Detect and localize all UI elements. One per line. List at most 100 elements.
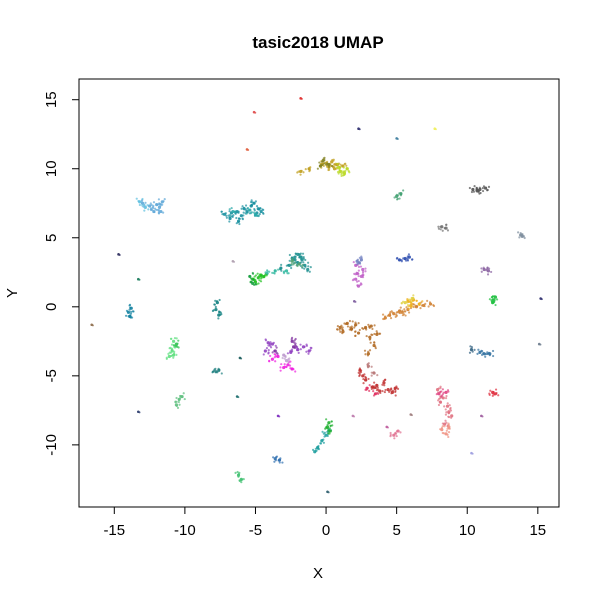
x-axis: -15 -10 -5 0 5 10 15: [103, 506, 546, 539]
scatter-point: [396, 197, 399, 200]
scatter-point: [177, 346, 180, 349]
scatter-point: [354, 324, 357, 327]
scatter-point: [289, 367, 292, 370]
scatter-point: [217, 317, 220, 320]
scatter-point: [281, 461, 284, 464]
scatter-point: [398, 197, 401, 200]
scatter-point: [373, 381, 376, 384]
scatter-point: [442, 432, 445, 435]
scatter-point: [401, 300, 405, 303]
scatter-point: [439, 428, 442, 431]
scatter-point: [447, 435, 450, 439]
scatter-point: [398, 309, 402, 312]
scatter-point: [303, 267, 306, 270]
scatter-point: [389, 389, 392, 392]
scatter-point: [237, 211, 240, 214]
scatter-point: [275, 346, 278, 349]
scatter-point: [296, 264, 299, 268]
y-tick-label: 0: [43, 303, 60, 311]
scatter-point: [518, 233, 522, 237]
scatter-point: [268, 342, 272, 345]
scatter-point: [444, 419, 447, 422]
scatter-point: [233, 211, 237, 214]
scatter-point: [176, 406, 180, 409]
scatter-point: [331, 424, 334, 427]
scatter-point: [266, 272, 269, 275]
scatter-point: [361, 275, 365, 279]
scatter-point: [493, 300, 496, 303]
scatter-point: [175, 396, 178, 400]
scatter-point: [473, 348, 476, 351]
scatter-point: [252, 202, 256, 205]
scatter-point: [468, 351, 472, 354]
scatter-point: [277, 268, 280, 271]
scatter-point: [395, 313, 398, 316]
scatter-point: [260, 277, 263, 280]
scatter-point: [242, 214, 245, 217]
scatter-point: [301, 263, 304, 267]
scatter-point: [173, 337, 177, 340]
scatter-point: [366, 363, 369, 366]
scatter-point: [231, 215, 234, 218]
scatter-point: [280, 363, 283, 366]
scatter-point: [362, 382, 365, 385]
chart-title: tasic2018 UMAP: [252, 33, 383, 52]
scatter-point: [372, 371, 375, 374]
scatter-point: [446, 402, 449, 405]
scatter-point: [359, 258, 363, 262]
scatter-point: [309, 166, 312, 169]
scatter-point: [341, 332, 344, 335]
scatter-point: [304, 265, 307, 268]
scatter-point: [427, 305, 430, 308]
scatter-point: [250, 199, 253, 202]
scatter-point: [363, 349, 367, 352]
y-tick-label: 5: [43, 234, 60, 242]
scatter-point: [518, 236, 521, 239]
scatter-point: [147, 204, 152, 208]
scatter-point: [230, 206, 233, 210]
scatter-point: [437, 225, 440, 228]
scatter-point: [495, 391, 498, 395]
scatter-point: [152, 201, 156, 204]
scatter-point: [440, 426, 444, 429]
scatter-point: [300, 169, 303, 172]
scatter-point: [318, 161, 321, 164]
scatter-point: [423, 304, 426, 308]
scatter-point: [406, 303, 410, 307]
scatter-point: [156, 208, 159, 212]
scatter-point: [412, 294, 415, 297]
scatter-point: [240, 357, 243, 360]
scatter-point: [309, 349, 312, 352]
scatter-point: [365, 334, 368, 338]
x-tick-label: 15: [529, 522, 546, 539]
scatter-point: [354, 300, 357, 303]
scatter-point: [259, 209, 263, 214]
scatter-point: [216, 371, 219, 374]
scatter-point: [370, 374, 373, 377]
scatter-point: [449, 409, 453, 412]
scatter-point: [165, 356, 168, 359]
scatter-point: [372, 390, 375, 393]
scatter-point: [242, 206, 246, 209]
scatter-point: [339, 330, 342, 333]
scatter-point: [247, 149, 250, 152]
scatter-point: [340, 169, 343, 173]
scatter-point: [476, 188, 479, 191]
scatter-point: [491, 295, 495, 298]
scatter-point: [235, 222, 238, 225]
scatter-point: [373, 392, 377, 396]
scatter-point: [290, 339, 294, 343]
scatter-point: [401, 309, 404, 312]
scatter-point: [402, 257, 405, 260]
scatter-point: [432, 304, 436, 308]
scatter-point: [251, 272, 255, 275]
scatter-point: [394, 390, 397, 394]
scatter-point: [395, 257, 399, 260]
scatter-point: [284, 355, 287, 359]
scatter-point: [410, 414, 413, 417]
scatter-point: [424, 302, 427, 305]
scatter-point: [470, 346, 474, 349]
scatter-point: [326, 160, 329, 163]
scatter-point: [170, 347, 173, 350]
scatter-point: [487, 351, 491, 355]
